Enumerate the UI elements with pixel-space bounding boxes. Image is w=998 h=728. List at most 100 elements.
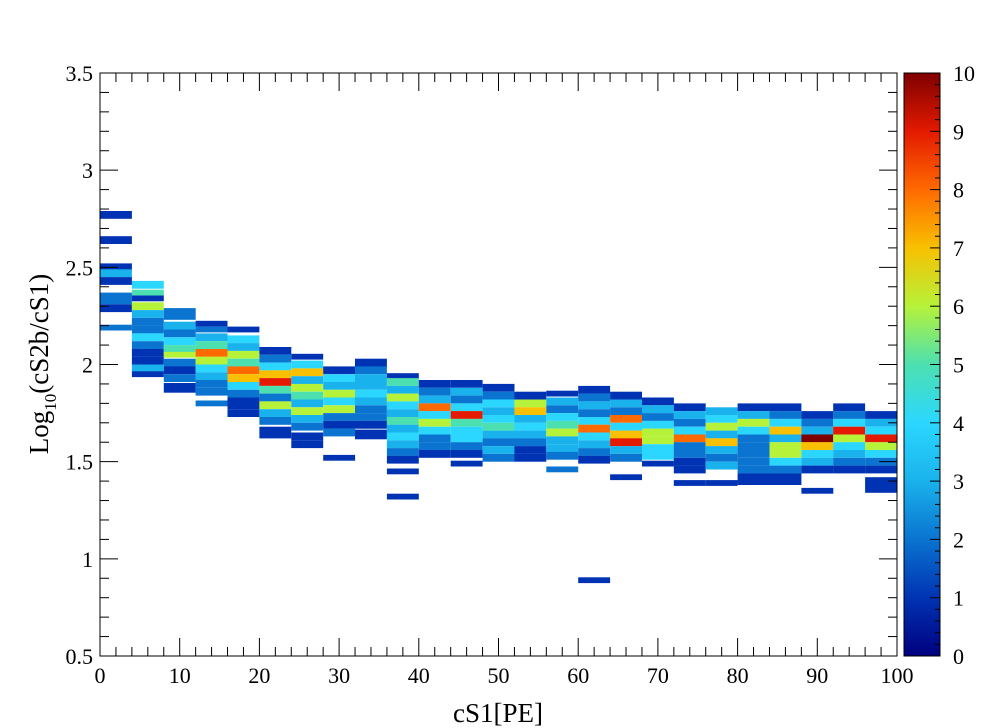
heatmap-bin (259, 393, 292, 402)
heatmap-bin (705, 438, 738, 447)
heatmap-bin (705, 480, 738, 486)
heatmap-bin (705, 407, 738, 416)
heatmap-bin (323, 454, 356, 461)
heatmap-bin (482, 430, 515, 439)
heatmap-bin (833, 411, 866, 419)
y-tick-label: 1 (82, 547, 93, 572)
heatmap-bin (865, 465, 897, 474)
heatmap-bin (737, 403, 770, 412)
x-axis-title: cS1[PE] (453, 698, 543, 728)
heatmap-bin (546, 390, 579, 397)
heatmap-bin (833, 418, 866, 427)
heatmap-bin (610, 399, 642, 408)
heatmap-bin (673, 418, 706, 427)
heatmap-bin (227, 358, 260, 367)
heatmap-bin (163, 337, 196, 346)
heatmap-bin (227, 389, 260, 398)
heatmap-bin (195, 356, 228, 365)
heatmap-bin (227, 374, 260, 382)
x-tick-label: 30 (328, 663, 350, 688)
heatmap-bin (642, 405, 674, 414)
heatmap-bin (769, 434, 802, 443)
heatmap-bin (418, 418, 451, 427)
x-tick-label: 60 (567, 663, 589, 688)
heatmap-bin (578, 577, 611, 584)
heatmap-bin (578, 432, 611, 441)
x-tick-label: 90 (806, 663, 828, 688)
heatmap-bin (769, 450, 802, 458)
heatmap-bin (291, 368, 324, 377)
heatmap-bin (418, 411, 451, 419)
heatmap-bin (195, 326, 228, 333)
heatmap-bin (769, 426, 802, 435)
heatmap-bin (386, 401, 419, 410)
heatmap-bin (227, 343, 260, 351)
heatmap-bin (131, 356, 164, 365)
heatmap-bin (195, 320, 228, 327)
colorbar-tick-label: 2 (953, 527, 964, 552)
heatmap-bin (673, 465, 706, 474)
heatmap-bin (450, 418, 483, 427)
heatmap-bin (450, 380, 483, 388)
heatmap-bin (386, 440, 419, 449)
heatmap-bin (259, 370, 292, 379)
heatmap-bin (610, 391, 642, 400)
heatmap-bin (514, 399, 547, 408)
heatmap-bin (355, 366, 387, 375)
heatmap-bin (482, 399, 515, 408)
heatmap-bin (673, 403, 706, 412)
y-axis-title: Log10(cS2b/cS1) (24, 274, 60, 454)
heatmap-bin (131, 310, 164, 318)
heatmap-bin (610, 415, 642, 423)
heatmap-bin (259, 378, 292, 386)
heatmap-bin (865, 434, 897, 443)
heatmap-bin (610, 430, 642, 439)
heatmap-bin (705, 422, 738, 431)
heatmap-bin (482, 453, 515, 462)
heatmap-bin (546, 436, 579, 445)
heatmap-bin (737, 450, 770, 458)
heatmap-bin (163, 308, 196, 320)
colorbar-tick-label: 6 (953, 294, 964, 319)
heatmap-bin (131, 295, 164, 302)
axis-ticks (99, 72, 898, 657)
heatmap-bin (737, 473, 770, 485)
heatmap-bin (705, 430, 738, 439)
heatmap-bin (291, 376, 324, 384)
heatmap-bin (100, 324, 132, 331)
heatmap-bin (610, 453, 642, 462)
heatmap-bin (163, 351, 196, 358)
heatmap-bin (610, 446, 642, 454)
heatmap-bin (673, 442, 706, 450)
heatmap-bin (291, 360, 324, 369)
heatmap-bin (163, 358, 196, 367)
heatmap-bin (131, 302, 164, 311)
heatmap-bin (227, 397, 260, 410)
heatmap-bin (833, 442, 866, 450)
heatmap-bin (705, 415, 738, 423)
heatmap-bin (386, 424, 419, 433)
heatmap-bin (737, 442, 770, 450)
heatmap-bin (418, 395, 451, 404)
heatmap-bin (769, 457, 802, 466)
heatmap-bin (705, 453, 738, 462)
heatmap-bin (450, 395, 483, 404)
heatmap-bin (163, 383, 196, 393)
x-tick-label: 0 (95, 663, 106, 688)
heatmap-bin (386, 493, 419, 500)
y-tick-label: 2 (82, 353, 93, 378)
heatmap-bin (546, 405, 579, 414)
heatmap-bin (100, 269, 132, 278)
heatmap-bin (801, 434, 834, 443)
heatmap-bin (578, 401, 611, 410)
heatmap-bin (450, 434, 483, 443)
heatmap-bin (386, 417, 419, 425)
heatmap-bin (131, 325, 164, 334)
colorbar-ticks: 0 1 2 3 4 5 6 7 8 9 10 (930, 61, 975, 669)
heatmap-bin (291, 432, 324, 441)
heatmap-bin (386, 448, 419, 456)
heatmap-bin (673, 426, 706, 435)
heatmap-bin (355, 374, 387, 382)
heatmap-bin (737, 411, 770, 419)
